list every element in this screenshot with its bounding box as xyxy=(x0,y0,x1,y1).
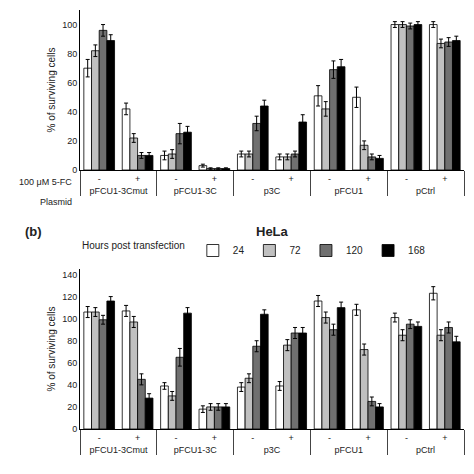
svg-text:-: - xyxy=(405,174,408,184)
svg-text:72: 72 xyxy=(289,245,301,256)
svg-text:100: 100 xyxy=(62,20,77,30)
svg-text:120: 120 xyxy=(62,292,77,302)
svg-text:-: - xyxy=(251,433,254,443)
svg-text:80: 80 xyxy=(67,336,77,346)
svg-text:pCtrl: pCtrl xyxy=(416,186,435,196)
svg-text:40: 40 xyxy=(67,380,77,390)
svg-text:-: - xyxy=(328,174,331,184)
svg-text:pCtrl: pCtrl xyxy=(416,445,435,455)
svg-text:(b): (b) xyxy=(25,224,42,239)
svg-text:168: 168 xyxy=(408,245,425,256)
svg-text:% of surviving cells: % of surviving cells xyxy=(46,306,57,391)
svg-text:60: 60 xyxy=(67,78,77,88)
svg-text:100 μM 5-FC: 100 μM 5-FC xyxy=(19,177,72,187)
svg-text:80: 80 xyxy=(67,49,77,59)
svg-text:20: 20 xyxy=(67,136,77,146)
svg-text:+: + xyxy=(289,433,294,443)
svg-text:-: - xyxy=(175,174,178,184)
svg-text:Plasmid: Plasmid xyxy=(40,197,72,207)
svg-text:40: 40 xyxy=(67,107,77,117)
svg-text:+: + xyxy=(289,174,294,184)
svg-text:pFCU1: pFCU1 xyxy=(335,445,364,455)
svg-text:+: + xyxy=(365,174,370,184)
svg-text:p3C: p3C xyxy=(264,186,281,196)
svg-text:+: + xyxy=(365,433,370,443)
svg-text:+: + xyxy=(442,174,447,184)
svg-text:-: - xyxy=(405,433,408,443)
svg-text:24: 24 xyxy=(233,245,245,256)
svg-text:+: + xyxy=(135,433,140,443)
svg-text:0: 0 xyxy=(72,165,77,175)
svg-text:pFCU1: pFCU1 xyxy=(335,186,364,196)
svg-text:p3C: p3C xyxy=(264,445,281,455)
svg-text:60: 60 xyxy=(67,358,77,368)
svg-text:-: - xyxy=(175,433,178,443)
svg-text:pFCU1-3C: pFCU1-3C xyxy=(174,186,218,196)
svg-text:Hours post transfection: Hours post transfection xyxy=(82,240,185,251)
svg-text:+: + xyxy=(135,174,140,184)
svg-text:-: - xyxy=(251,174,254,184)
svg-text:-: - xyxy=(328,433,331,443)
svg-text:-: - xyxy=(98,174,101,184)
svg-text:140: 140 xyxy=(62,270,77,280)
svg-text:+: + xyxy=(212,174,217,184)
svg-text:20: 20 xyxy=(67,402,77,412)
svg-text:+: + xyxy=(212,433,217,443)
svg-text:pFCU1-3Cmut: pFCU1-3Cmut xyxy=(89,186,148,196)
svg-text:+: + xyxy=(442,433,447,443)
svg-text:0: 0 xyxy=(72,424,77,434)
svg-text:% of surviving cells: % of surviving cells xyxy=(46,47,57,132)
svg-text:HeLa: HeLa xyxy=(256,224,289,239)
svg-text:-: - xyxy=(98,433,101,443)
svg-text:100: 100 xyxy=(62,314,77,324)
svg-text:120: 120 xyxy=(346,245,363,256)
svg-text:pFCU1-3C: pFCU1-3C xyxy=(174,445,218,455)
svg-text:pFCU1-3Cmut: pFCU1-3Cmut xyxy=(89,445,148,455)
